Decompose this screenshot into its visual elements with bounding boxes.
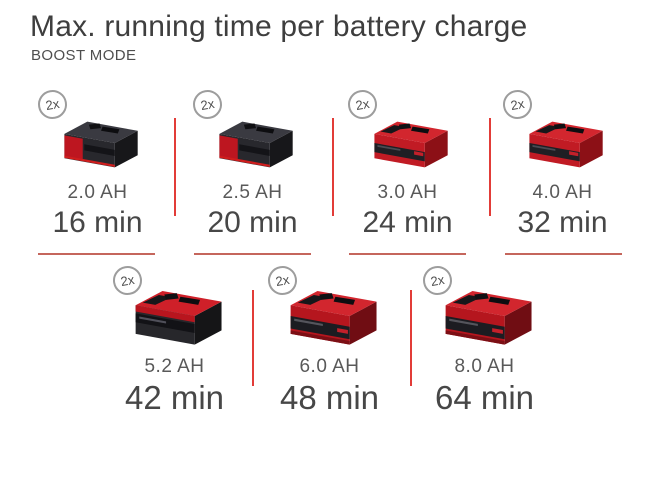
battery-cell: 2x 2.5 AH 20 min <box>175 87 330 240</box>
capacity-label: 2.5 AH <box>222 182 283 203</box>
battery-cell: 2x 6.0 AH 48 min <box>252 263 407 416</box>
quantity-label: 2x <box>274 271 291 290</box>
battery-image <box>276 282 384 350</box>
quantity-label: 2x <box>429 271 446 290</box>
column-divider <box>252 290 254 386</box>
page-subtitle: BOOST MODE <box>31 47 137 64</box>
runtime-label: 24 min <box>362 206 453 239</box>
battery-image <box>121 282 229 350</box>
battery-image <box>207 114 299 172</box>
capacity-label: 8.0 AH <box>454 356 515 377</box>
runtime-label: 32 min <box>517 206 608 239</box>
battery-cell: 2x 8.0 AH 64 min <box>407 263 562 416</box>
cell-underline <box>349 253 466 255</box>
column-divider <box>410 290 412 386</box>
quantity-label: 2x <box>119 271 136 290</box>
battery-cell: 2x 2.0 AH 16 min <box>20 87 175 240</box>
cell-underline <box>38 253 155 255</box>
battery-image <box>362 114 454 172</box>
battery-cell: 2x 5.2 AH 42 min <box>97 263 252 416</box>
page-title: Max. running time per battery charge <box>30 10 528 43</box>
runtime-label: 42 min <box>124 379 225 416</box>
column-divider <box>489 118 491 216</box>
column-divider <box>174 118 176 216</box>
capacity-label: 3.0 AH <box>377 182 438 203</box>
quantity-label: 2x <box>44 95 61 114</box>
capacity-label: 5.2 AH <box>144 356 205 377</box>
capacity-label: 2.0 AH <box>67 182 128 203</box>
column-divider <box>332 118 334 216</box>
battery-row-top: 2x 2.0 AH 16 min 2x 2.5 AH 20 min 2x 3.0… <box>20 87 640 240</box>
quantity-label: 2x <box>354 95 371 114</box>
battery-cell: 2x 3.0 AH 24 min <box>330 87 485 240</box>
battery-image <box>431 282 539 350</box>
runtime-label: 16 min <box>52 206 143 239</box>
capacity-label: 4.0 AH <box>532 182 593 203</box>
battery-image <box>517 114 609 172</box>
runtime-label: 48 min <box>279 379 380 416</box>
capacity-label: 6.0 AH <box>299 356 360 377</box>
battery-cell: 2x 4.0 AH 32 min <box>485 87 640 240</box>
cell-underline <box>505 253 622 255</box>
cell-underline <box>194 253 311 255</box>
runtime-label: 20 min <box>207 206 298 239</box>
battery-row-bottom: 2x 5.2 AH 42 min 2x 6.0 AH 48 min 2x 8.0… <box>97 263 562 416</box>
quantity-label: 2x <box>509 95 526 114</box>
runtime-label: 64 min <box>434 379 535 416</box>
battery-image <box>52 114 144 172</box>
quantity-label: 2x <box>199 95 216 114</box>
